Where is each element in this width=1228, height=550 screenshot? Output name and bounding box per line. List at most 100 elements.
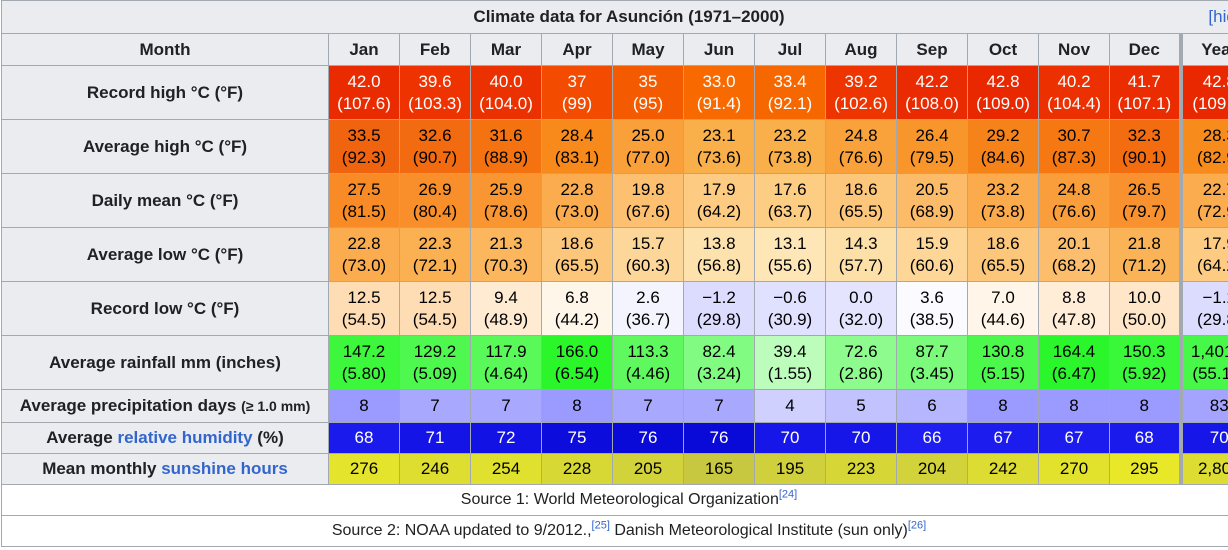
month-value-cell: 32.6 (90.7): [399, 119, 471, 174]
value-primary: 20.5: [915, 179, 949, 199]
value-primary: 23.2: [773, 125, 807, 145]
value-primary: 24.8: [1057, 179, 1091, 199]
month-value-cell: 42.8 (109.0): [967, 65, 1039, 120]
value-secondary: (4.64): [483, 363, 529, 383]
value-secondary: (44.6): [980, 309, 1026, 329]
value-secondary: (6.47): [1051, 363, 1097, 383]
value-primary: 22.8: [347, 233, 381, 253]
month-value-cell: 23.2 (73.8): [754, 119, 826, 174]
value-secondary: (57.7): [838, 255, 884, 275]
caption-cell: Climate data for Asunción (1971–2000) [h…: [1, 0, 1228, 34]
citation-26-link[interactable]: [26]: [907, 519, 927, 532]
value-secondary: (95): [632, 93, 664, 113]
value-primary: 150.3: [1122, 341, 1166, 361]
relative-humidity-link[interactable]: relative humidity: [117, 428, 253, 447]
value-primary: 32.3: [1127, 125, 1161, 145]
month-column-header: Jul: [754, 33, 826, 66]
value-secondary: (5.09): [412, 363, 458, 383]
month-value-cell: 39.2 (102.6): [825, 65, 897, 120]
row-label-text: Mean monthly: [42, 459, 157, 478]
month-value-cell: 40.0 (104.0): [470, 65, 542, 120]
value-secondary: (38.5): [909, 309, 955, 329]
row-label-text: Average precipitation days: [19, 396, 237, 415]
month-value-cell: 24.8 (76.6): [1038, 173, 1110, 228]
month-value-cell: 25.9 (78.6): [470, 173, 542, 228]
citation-24-link[interactable]: [24]: [778, 488, 798, 501]
month-value-cell: 15.7 (60.3): [612, 227, 684, 282]
month-value-cell: 5: [825, 389, 897, 423]
month-value-cell: 23.2 (73.8): [967, 173, 1039, 228]
value-primary: 6.8: [565, 287, 589, 307]
value-secondary: (65.5): [838, 201, 884, 221]
value-secondary: (44.2): [554, 309, 600, 329]
value-secondary: (92.1): [767, 93, 813, 113]
month-value-cell: 7.0 (44.6): [967, 281, 1039, 336]
value-primary: 3.6: [920, 287, 944, 307]
caption-row: Climate data for Asunción (1971–2000) [h…: [1, 0, 1228, 34]
month-value-cell: 8: [541, 389, 613, 423]
value-primary: 23.1: [702, 125, 736, 145]
month-column-header: Nov: [1038, 33, 1110, 66]
value-primary: 28.3: [1202, 125, 1228, 145]
value-secondary: (64.2): [696, 201, 742, 221]
value-primary: 19.8: [631, 179, 665, 199]
value-primary: 28.4: [560, 125, 594, 145]
value-primary: 8.8: [1062, 287, 1086, 307]
value-primary: 27.5: [347, 179, 381, 199]
month-value-cell: 37 (99): [541, 65, 613, 120]
row-humidity: Average relative humidity (%) 68 71 72 75 76 7…: [1, 422, 1228, 454]
value-primary: 39.2: [844, 71, 878, 91]
month-value-cell: 82.4 (3.24): [683, 335, 755, 390]
value-secondary: (3.45): [909, 363, 955, 383]
value-primary: −0.6: [773, 287, 807, 307]
month-value-cell: 40.2 (104.4): [1038, 65, 1110, 120]
month-value-cell: 223: [825, 453, 897, 485]
month-value-cell: 33.4 (92.1): [754, 65, 826, 120]
value-secondary: (5.92): [1122, 363, 1167, 383]
month-value-cell: 30.7 (87.3): [1038, 119, 1110, 174]
month-value-cell: 12.5 (54.5): [399, 281, 471, 336]
value-secondary: (83.1): [554, 147, 600, 167]
month-value-cell: 68: [328, 422, 400, 454]
value-secondary: (29.8): [696, 309, 742, 329]
month-value-cell: 39.4 (1.55): [754, 335, 826, 390]
year-value-cell: 42.8(109.0): [1178, 65, 1228, 120]
month-value-cell: 295: [1109, 453, 1181, 485]
month-value-cell: 130.8 (5.15): [967, 335, 1039, 390]
value-secondary: (102.6): [834, 93, 888, 113]
row-record-high: Record high °C (°F) 42.0 (107.6) 39.6 (103.3…: [1, 65, 1228, 120]
month-column-header: Aug: [825, 33, 897, 66]
row-record-low: Record low °C (°F) 12.5 (54.5) 12.5 (54.5) 9.…: [1, 281, 1228, 336]
month-value-cell: 67: [967, 422, 1039, 454]
month-value-cell: 10.0 (50.0): [1109, 281, 1181, 336]
month-value-cell: 33.5 (92.3): [328, 119, 400, 174]
month-value-cell: 42.0 (107.6): [328, 65, 400, 120]
month-value-cell: 76: [683, 422, 755, 454]
value-secondary: (70.3): [483, 255, 529, 275]
month-value-cell: 3.6 (38.5): [896, 281, 968, 336]
month-value-cell: 72.6 (2.86): [825, 335, 897, 390]
month-column-header: May: [612, 33, 684, 66]
year-value-cell: 28.3(82.9): [1178, 119, 1228, 174]
value-secondary: (79.7): [1122, 201, 1167, 221]
value-primary: 25.9: [489, 179, 523, 199]
year-value-cell: 1,401.2(55.17): [1178, 335, 1228, 390]
row-label: Average low °C (°F): [1, 227, 329, 282]
value-secondary: (48.9): [483, 309, 529, 329]
month-value-cell: 246: [399, 453, 471, 485]
value-primary: 17.9: [702, 179, 736, 199]
value-secondary: (6.54): [554, 363, 600, 383]
source-2-cell: Source 2: NOAA updated to 9/2012.,[25] D…: [1, 515, 1228, 547]
citation-25-link[interactable]: [25]: [591, 519, 610, 532]
row-label-unit: (%): [257, 428, 284, 447]
month-column-header: Oct: [967, 33, 1039, 66]
month-value-cell: 276: [328, 453, 400, 485]
value-secondary: (88.9): [483, 147, 529, 167]
hide-toggle-link[interactable]: [hide]: [1208, 7, 1228, 26]
row-sunshine: Mean monthly sunshine hours 276 246 254 228 2…: [1, 453, 1228, 485]
sunshine-hours-link[interactable]: sunshine hours: [161, 459, 288, 478]
month-value-cell: 21.3 (70.3): [470, 227, 542, 282]
year-value-cell: 17.9(64.2): [1178, 227, 1228, 282]
month-value-cell: 2.6 (36.7): [612, 281, 684, 336]
value-secondary: (60.3): [625, 255, 671, 275]
